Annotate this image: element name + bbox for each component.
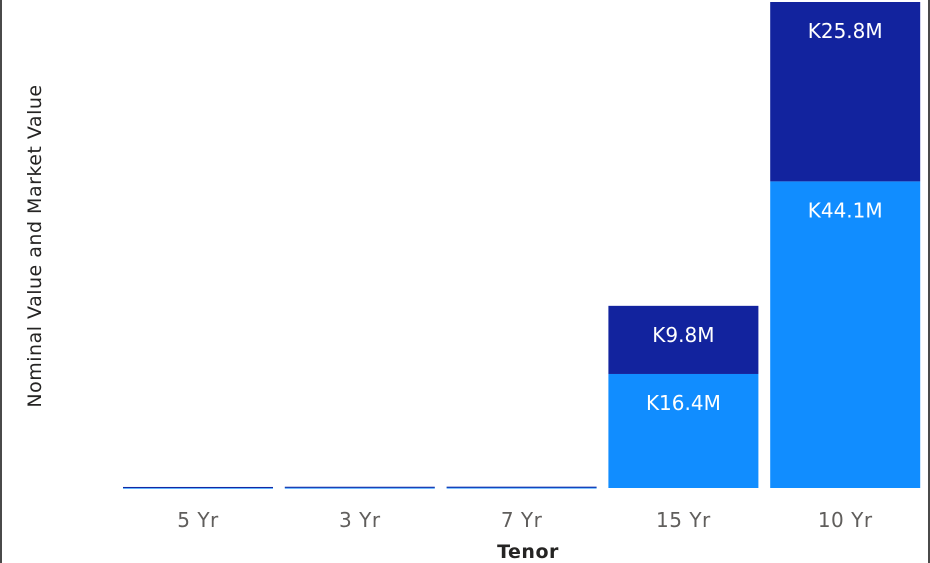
bars-layer (123, 2, 921, 489)
data-label-15-yr-series-2: K9.8M (652, 323, 714, 347)
bar-7-yr-series-1[interactable] (446, 487, 597, 489)
bar-3-yr-series-1[interactable] (284, 487, 435, 489)
bar-7-yr-series-2[interactable] (446, 486, 597, 488)
x-tick-5-yr: 5 Yr (177, 508, 219, 532)
data-labels-layer: K16.4M K9.8M K44.1M K25.8M (646, 19, 883, 415)
data-label-15-yr-series-1: K16.4M (646, 391, 721, 415)
x-tick-7-yr: 7 Yr (501, 508, 543, 532)
bar-5-yr-series-1[interactable] (123, 487, 273, 489)
bar-5-yr-series-2[interactable] (123, 486, 273, 488)
data-label-10-yr-series-1: K44.1M (808, 198, 883, 222)
x-tick-15-yr: 15 Yr (656, 508, 711, 532)
x-tick-10-yr: 10 Yr (818, 508, 873, 532)
bar-3-yr-series-2[interactable] (284, 486, 435, 488)
x-tick-3-yr: 3 Yr (339, 508, 381, 532)
y-axis-title: Nominal Value and Market Value (24, 84, 46, 407)
bar-10-yr-series-2[interactable] (770, 2, 921, 182)
x-axis-title: Tenor (497, 541, 559, 563)
bar-15-yr-series-1[interactable] (608, 373, 759, 488)
bar-15-yr-series-2[interactable] (608, 305, 759, 374)
data-label-10-yr-series-2: K25.8M (808, 19, 883, 43)
bar-10-yr-series-1[interactable] (770, 181, 921, 489)
x-tick-labels: 5 Yr 3 Yr 7 Yr 15 Yr 10 Yr (177, 508, 873, 532)
